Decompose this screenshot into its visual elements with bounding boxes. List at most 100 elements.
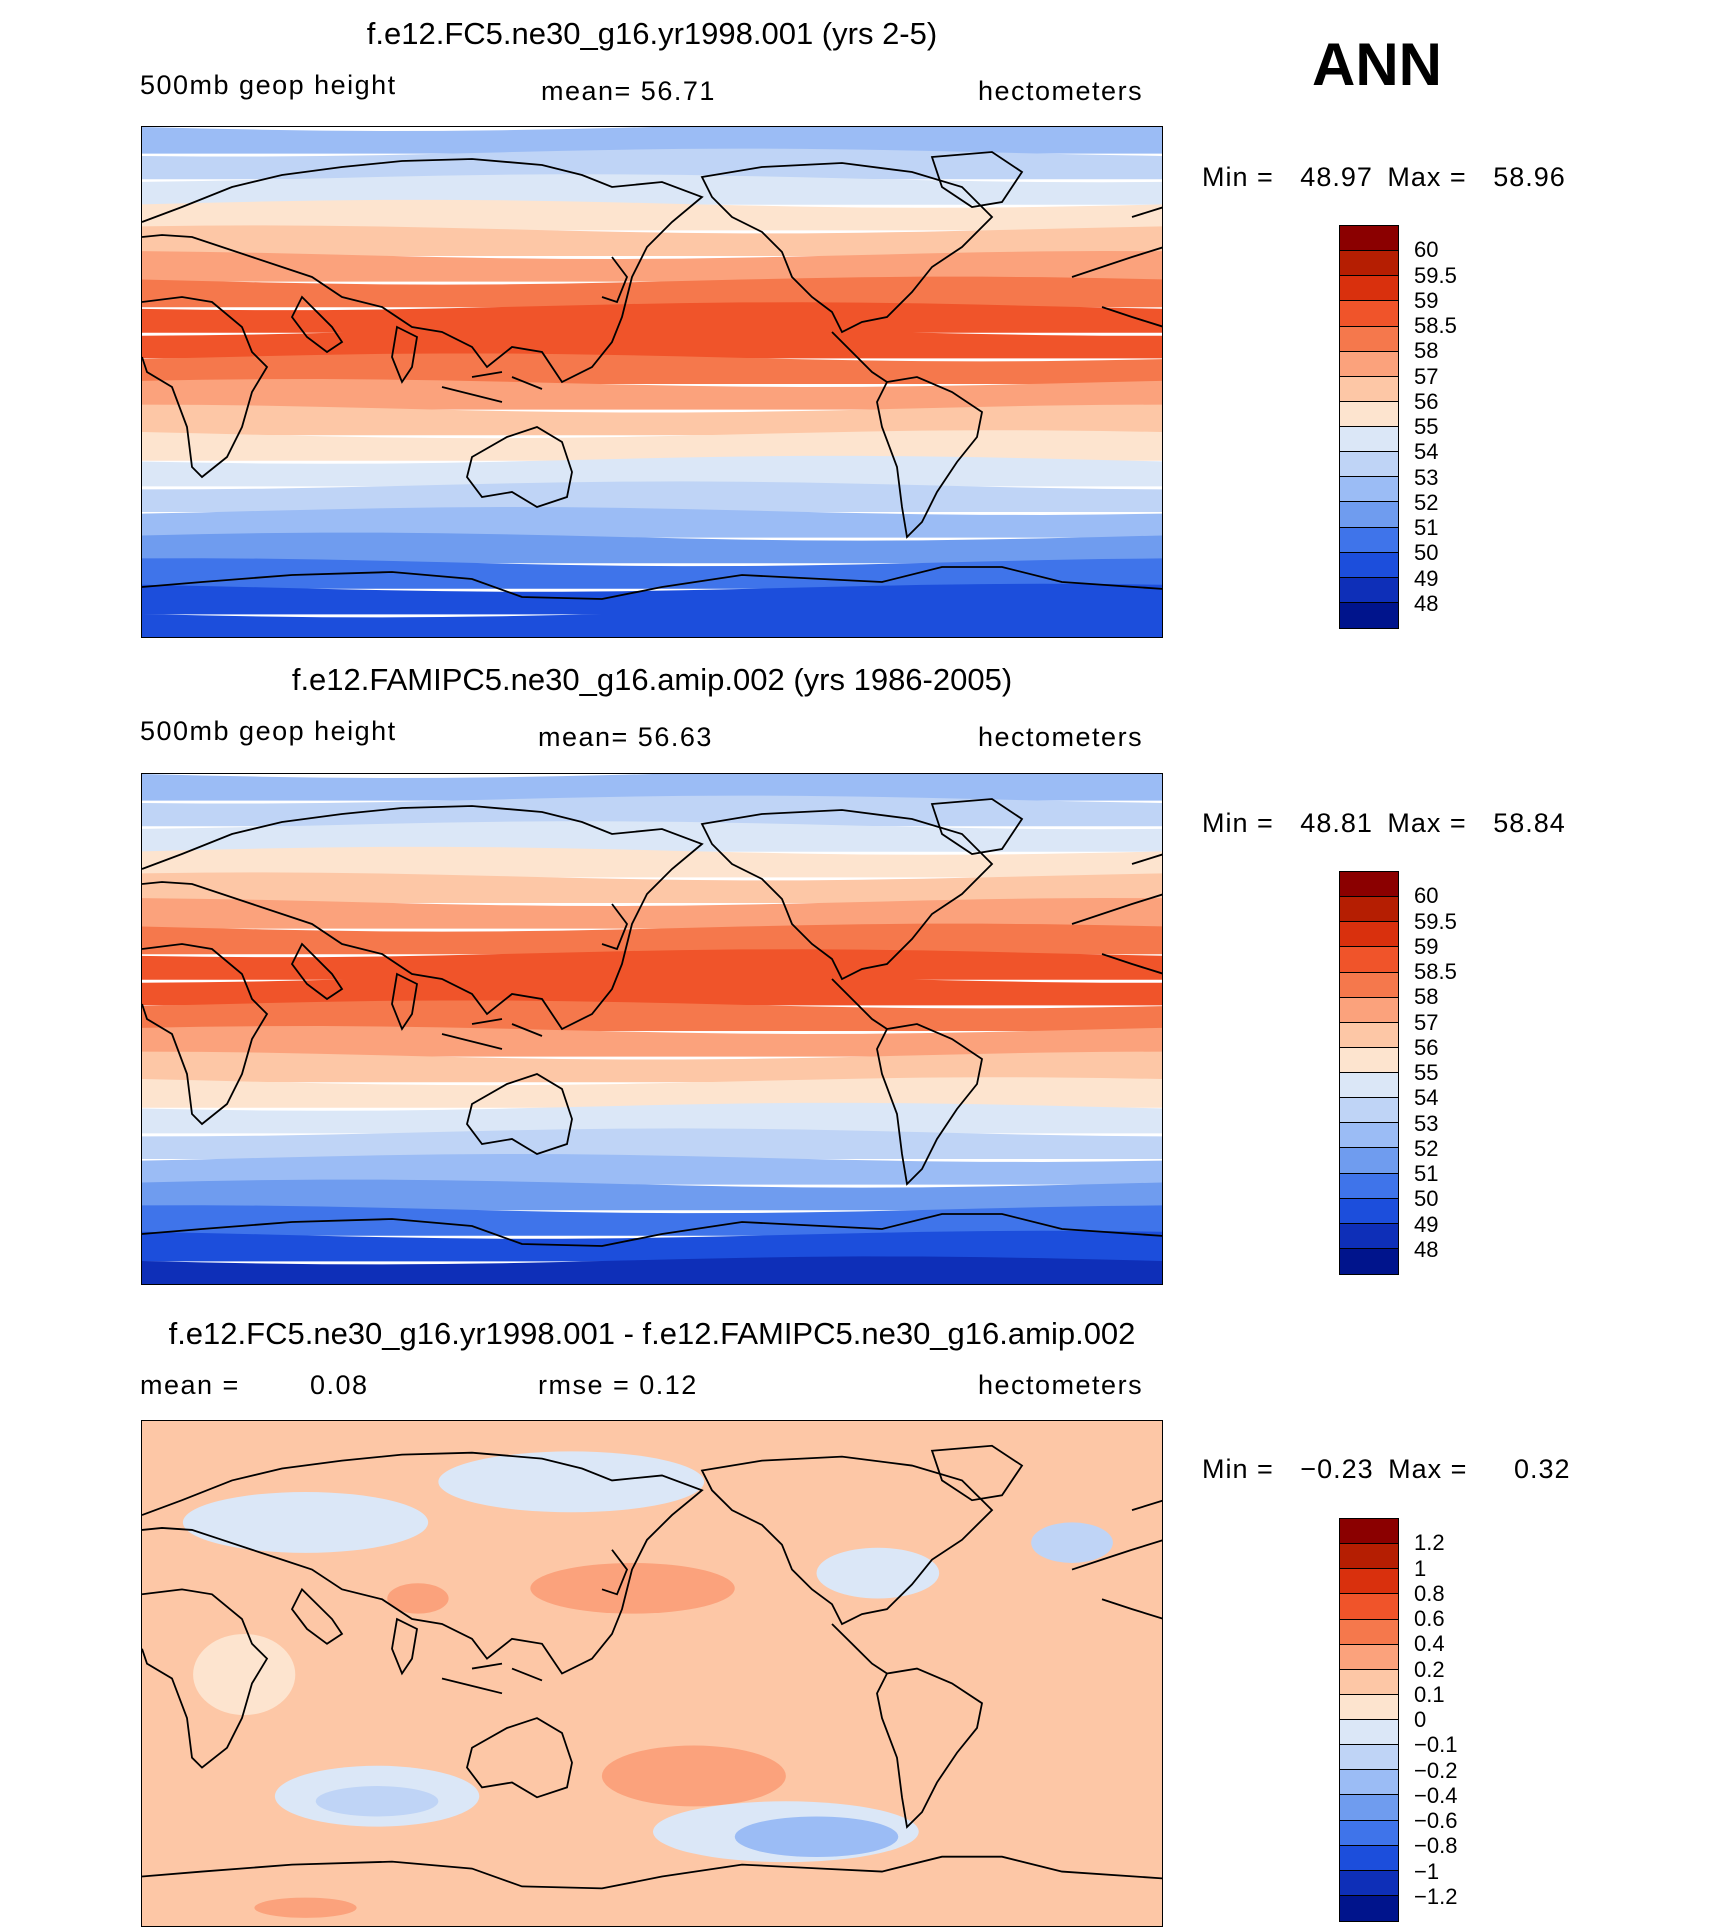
- coastline: [142, 158, 704, 384]
- contour-band: [142, 774, 1162, 801]
- contour-band: [142, 846, 1162, 878]
- coastline: [142, 296, 269, 479]
- coastline: [391, 972, 418, 1031]
- colorbar-tick-label: 0.1: [1414, 1681, 1445, 1707]
- contour-band: [142, 1256, 1162, 1284]
- panel-1-mean: mean= 56.71: [541, 76, 716, 106]
- colorbar-tick-label: 56: [1414, 388, 1439, 414]
- colorbar-swatch: [1340, 276, 1398, 302]
- contour-band: [142, 430, 1162, 461]
- contour-band: [142, 1102, 1162, 1134]
- panel-3-map-svg: [142, 1421, 1162, 1926]
- coastline: [930, 798, 1024, 855]
- coastline: [290, 942, 344, 1001]
- anomaly-contour: [254, 1897, 357, 1918]
- coastline: [831, 978, 888, 1030]
- colorbar-swatch: [1340, 897, 1398, 923]
- colorbar-tick-label: 51: [1414, 1161, 1439, 1186]
- colorbar-swatch: [1340, 1073, 1398, 1099]
- panel-2-variable: 500mb geop height: [140, 716, 397, 746]
- panel-1-map: [141, 126, 1163, 638]
- panel-2-colorbar-labels: 60 59.5 59 58.5 58 57 56 55 54 53 52 51 50 49 48: [1414, 871, 1494, 1275]
- panel-2-units: hectometers: [978, 722, 1144, 752]
- colorbar-tick-label: 59: [1414, 933, 1439, 959]
- colorbar-swatch: [1340, 1820, 1398, 1846]
- coastline: [466, 1073, 573, 1155]
- panel-1-map-svg: [142, 127, 1162, 637]
- panel-2-min-value: 48.81: [1300, 808, 1373, 838]
- panel-1-units: hectometers: [978, 76, 1144, 106]
- coastline: [290, 1587, 344, 1645]
- colorbar-tick-label: 59.5: [1414, 908, 1457, 934]
- colorbar-swatch: [1340, 972, 1398, 998]
- contour-band: [142, 583, 1162, 615]
- panel-3-units: hectometers: [978, 1370, 1144, 1400]
- coastline: [601, 1549, 629, 1596]
- contour-band: [142, 127, 1162, 154]
- colorbar-swatch: [1340, 1669, 1398, 1695]
- panel-1-min-value: 48.97: [1300, 162, 1373, 192]
- colorbar-swatch: [1340, 452, 1398, 478]
- panel-2-contour-bands: [142, 774, 1162, 1284]
- colorbar-swatch: [1340, 502, 1398, 528]
- colorbar-tick-label: −1.2: [1414, 1883, 1458, 1909]
- panel-1-minmax: Min = 48.97 Max = 58.96: [1202, 162, 1566, 193]
- colorbar-swatch: [1340, 1198, 1398, 1224]
- colorbar-swatch: [1340, 477, 1398, 503]
- coastline: [142, 566, 1162, 600]
- colorbar-tick-label: 50: [1414, 540, 1439, 566]
- colorbar-tick-label: 0: [1414, 1707, 1427, 1732]
- colorbar-tick-label: 56: [1414, 1034, 1439, 1060]
- colorbar-swatch: [1340, 427, 1398, 453]
- contour-band: [142, 1051, 1162, 1083]
- colorbar-tick-label: 0.6: [1414, 1606, 1445, 1631]
- coastline: [1071, 206, 1162, 328]
- colorbar-swatch: [1340, 1047, 1398, 1073]
- colorbar-tick-label: 60: [1414, 883, 1439, 909]
- coastline: [466, 1717, 573, 1799]
- colorbar-swatch: [1340, 1619, 1398, 1645]
- coastline: [142, 1213, 1162, 1247]
- panel-2-title: f.e12.FAMIPC5.ne30_g16.amip.002 (yrs 198…: [291, 662, 1013, 697]
- contour-band: [142, 276, 1162, 308]
- colorbar-swatch: [1340, 1845, 1398, 1871]
- colorbar-tick-label: 48: [1414, 1236, 1439, 1262]
- colorbar-swatch: [1340, 1223, 1398, 1249]
- anomaly-contour: [601, 1745, 786, 1807]
- colorbar-swatch: [1340, 301, 1398, 327]
- colorbar-swatch: [1340, 1795, 1398, 1821]
- colorbar-swatch: [1340, 1644, 1398, 1670]
- anomaly-contour: [193, 1633, 296, 1716]
- panel-3-mean-label: mean =: [140, 1370, 240, 1400]
- coastline: [1071, 853, 1162, 975]
- colorbar-tick-label: 58: [1414, 338, 1439, 364]
- colorbar-tick-label: 1: [1414, 1555, 1427, 1581]
- colorbar-tick-label: 60: [1414, 237, 1439, 263]
- colorbar-tick-label: 55: [1414, 1060, 1439, 1085]
- panel-2-min-label: Min =: [1202, 808, 1274, 838]
- panel-2-minmax: Min = 48.81 Max = 58.84: [1202, 808, 1566, 839]
- panel-1-variable: 500mb geop height: [140, 70, 397, 100]
- contour-band: [142, 821, 1162, 852]
- colorbar-swatch: [1340, 326, 1398, 352]
- contour-band: [142, 481, 1162, 512]
- colorbar-swatch: [1340, 947, 1398, 973]
- panel-2-map-svg: [142, 774, 1162, 1284]
- colorbar-swatch: [1340, 1895, 1398, 1921]
- anomaly-contour: [1031, 1522, 1113, 1563]
- coastline: [930, 1444, 1024, 1502]
- panel-3-map: [141, 1420, 1163, 1927]
- contour-band: [142, 225, 1162, 256]
- panel-1-colorbar-labels: 60 59.5 59 58.5 58 57 56 55 54 53 52 51 50 49 48: [1414, 225, 1494, 629]
- coastline: [930, 151, 1024, 208]
- colorbar-tick-label: 59: [1414, 287, 1439, 313]
- colorbar-swatch: [1340, 1098, 1398, 1124]
- contour-band: [142, 872, 1162, 903]
- colorbar-tick-label: 50: [1414, 1186, 1439, 1212]
- panel-1-max-label: Max =: [1387, 162, 1467, 192]
- contour-band: [142, 1026, 1162, 1057]
- contour-band: [142, 923, 1162, 955]
- colorbar-tick-label: 54: [1414, 439, 1439, 465]
- panel-3-colorbar: [1339, 1518, 1399, 1922]
- colorbar-swatch: [1340, 251, 1398, 277]
